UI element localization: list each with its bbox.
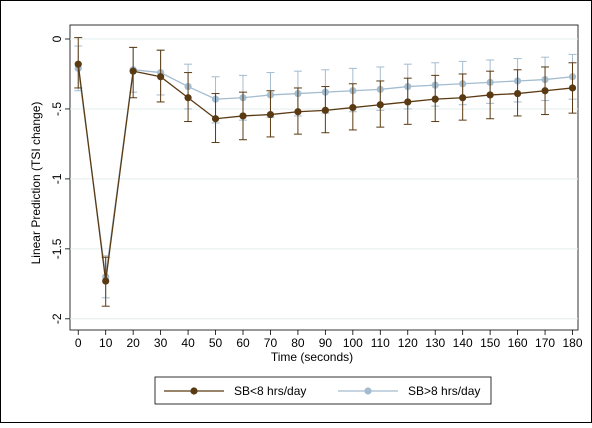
axis-layer: 0 -.5 -1 -1.5 -2 0 10 20 30 40 50 60 70 80 90 100 110 120… <box>50 35 583 350</box>
data-point <box>102 277 110 285</box>
y-tick-label: -.5 <box>50 102 64 116</box>
x-tick-label: 10 <box>99 336 113 350</box>
x-tick-label: 70 <box>264 336 278 350</box>
data-point <box>376 101 384 109</box>
x-tick-label: 100 <box>343 336 363 350</box>
data-point <box>321 106 329 114</box>
x-tick-label: 20 <box>126 336 140 350</box>
data-point <box>568 84 577 92</box>
data-point <box>541 87 549 95</box>
legend-marker-sb-gt8 <box>364 387 372 395</box>
y-tick-label: -1.5 <box>50 238 64 259</box>
y-tick-label: -1 <box>50 173 64 184</box>
data-point <box>211 115 220 123</box>
legend: SB<8 hrs/day SB>8 hrs/day <box>154 376 492 405</box>
x-tick-label: 170 <box>535 336 555 350</box>
legend-label-sb-gt8: SB>8 hrs/day <box>408 384 480 398</box>
data-point <box>404 98 412 106</box>
data-point <box>157 73 165 81</box>
x-tick-label: 40 <box>181 336 195 350</box>
x-tick-label: 130 <box>425 336 445 350</box>
data-point <box>129 67 137 75</box>
data-point <box>184 94 192 102</box>
data-point <box>459 94 467 102</box>
data-point <box>239 112 247 120</box>
legend-marker-sb-lt8 <box>190 387 198 395</box>
legend-label-sb-lt8: SB<8 hrs/day <box>234 384 306 398</box>
x-tick-label: 30 <box>154 336 168 350</box>
data-point <box>486 91 494 99</box>
x-tick-label: 0 <box>75 336 82 350</box>
x-axis-label: Time (seconds) <box>271 350 353 364</box>
x-tick-label: 140 <box>453 336 473 350</box>
y-tick-label: -2 <box>50 313 64 324</box>
series-layer <box>74 37 577 307</box>
x-tick-label: 60 <box>236 336 250 350</box>
x-tick-label: 90 <box>319 336 333 350</box>
x-tick-label: 180 <box>562 336 582 350</box>
x-tick-label: 50 <box>209 336 223 350</box>
x-tick-label: 120 <box>398 336 418 350</box>
data-point <box>266 110 275 119</box>
data-point <box>74 60 82 68</box>
x-tick-label: 110 <box>371 336 390 350</box>
data-point <box>349 103 357 112</box>
x-tick-label: 150 <box>480 336 500 350</box>
data-point <box>431 95 439 103</box>
series-sb-lt8 <box>74 37 577 307</box>
data-point <box>294 108 302 116</box>
y-axis-label: Linear Prediction (TSI change) <box>29 102 43 265</box>
x-tick-label: 160 <box>508 336 528 350</box>
y-tick-label: 0 <box>50 35 64 42</box>
x-tick-label: 80 <box>291 336 305 350</box>
data-point <box>513 89 522 98</box>
